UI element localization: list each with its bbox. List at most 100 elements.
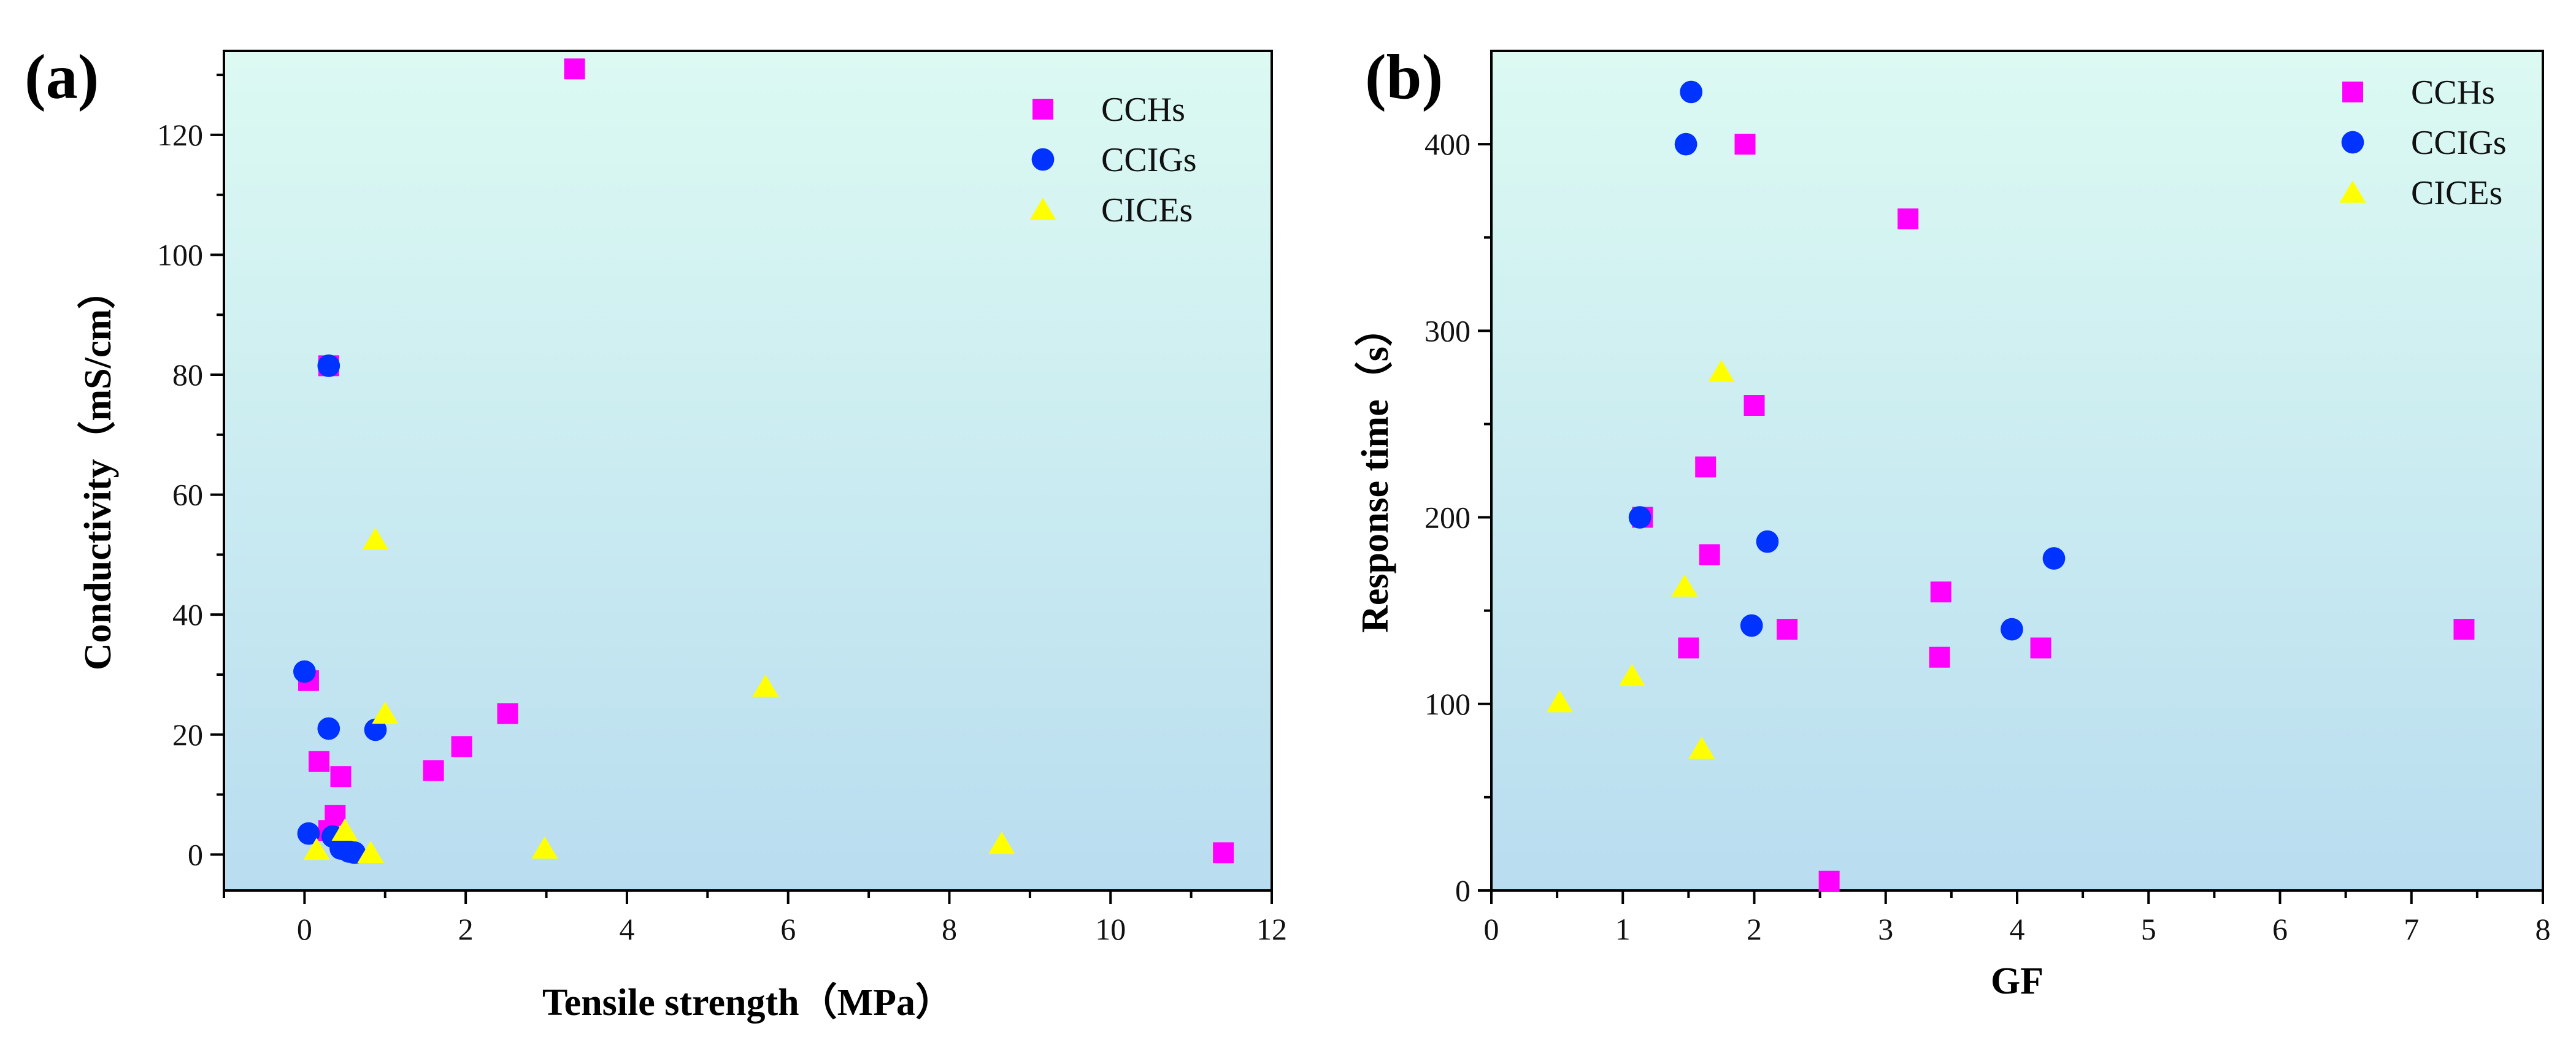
- legend-marker-cices: [1029, 197, 1056, 220]
- plot-area: [1491, 51, 2543, 890]
- x-tick-label: 8: [942, 912, 957, 946]
- data-point: [752, 674, 779, 697]
- data-point: [988, 832, 1015, 854]
- data-point: [1671, 574, 1698, 597]
- data-point: [1930, 581, 1951, 603]
- y-tick-label: 0: [188, 837, 203, 871]
- y-tick-label: 60: [172, 478, 203, 512]
- data-point: [1897, 208, 1919, 229]
- x-tick-label: 6: [780, 912, 796, 946]
- data-point: [317, 354, 340, 377]
- y-tick-label: 400: [1424, 127, 1471, 161]
- legend-marker-cices: [2339, 180, 2366, 203]
- data-point: [1740, 614, 1763, 637]
- y-tick-label: 80: [172, 358, 203, 392]
- data-point: [423, 760, 444, 781]
- data-point: [497, 703, 518, 724]
- data-point: [331, 818, 358, 841]
- legend-marker-cchs: [2342, 82, 2363, 102]
- series-ccigs: [293, 354, 387, 864]
- data-point: [1756, 530, 1779, 553]
- data-point: [1929, 646, 1950, 668]
- x-tick-label: 0: [297, 912, 312, 946]
- x-tick-label: 1: [1615, 912, 1631, 946]
- x-tick-label: 6: [2272, 912, 2288, 946]
- data-point: [303, 837, 330, 860]
- data-point: [1678, 637, 1699, 659]
- data-point: [309, 751, 330, 772]
- data-point: [1674, 132, 1697, 156]
- data-point: [1680, 80, 1703, 104]
- y-tick-label: 200: [1424, 500, 1471, 535]
- data-point: [297, 822, 320, 845]
- data-point: [451, 736, 472, 757]
- legend-label: CCIGs: [1101, 141, 1197, 179]
- y-tick-label: 300: [1424, 313, 1471, 348]
- x-tick-label: 10: [1095, 912, 1126, 946]
- data-point: [2453, 619, 2475, 640]
- data-point: [1688, 737, 1715, 759]
- x-axis-label: Tensile strength（MPa）: [542, 981, 953, 1024]
- legend-marker-ccigs: [2341, 131, 2364, 154]
- panel-a: 0 2 4 6 8 10 12020406080100120CCHsCCIGsCICEs(a…: [25, 42, 1287, 1024]
- data-point: [330, 766, 352, 787]
- data-point: [1818, 870, 1840, 892]
- series-cices: [303, 527, 1015, 863]
- data-point: [1628, 506, 1651, 529]
- y-tick-label: 100: [1424, 687, 1471, 721]
- y-axis-label: Conductivity（mS/cm）: [76, 271, 119, 670]
- legend-label: CCHs: [1101, 91, 1185, 129]
- plot-frame: [223, 50, 1273, 892]
- legend-marker-cchs: [1032, 99, 1053, 120]
- legend-label: CCIGs: [2411, 124, 2507, 162]
- data-point: [531, 837, 558, 859]
- data-point: [362, 527, 389, 550]
- x-tick-label: 4: [619, 912, 634, 946]
- data-point: [1699, 544, 1720, 565]
- data-point: [357, 840, 384, 863]
- x-tick-label: 8: [2536, 912, 2551, 946]
- series-cices: [1546, 359, 1735, 759]
- data-point: [2030, 637, 2051, 659]
- x-tick-label: 4: [2010, 912, 2025, 946]
- data-point: [1213, 842, 1234, 863]
- plot-area: [224, 51, 1272, 890]
- data-point: [343, 841, 366, 864]
- legend-label: CCHs: [2411, 74, 2495, 112]
- data-point: [564, 58, 585, 80]
- data-point: [1546, 690, 1573, 713]
- y-tick-label: 40: [172, 597, 203, 632]
- x-tick-label: 0: [1484, 912, 1499, 946]
- series-ccigs: [1628, 80, 2066, 641]
- data-point: [325, 805, 346, 826]
- data-point: [1618, 664, 1645, 686]
- data-point: [364, 718, 387, 741]
- data-point: [317, 717, 340, 740]
- x-tick-label: 5: [2141, 912, 2156, 946]
- data-point: [1744, 395, 1765, 416]
- x-tick-label: 2: [1747, 912, 1762, 946]
- plot-frame: [1490, 50, 2544, 892]
- x-tick-label: 3: [1878, 912, 1893, 946]
- data-point: [1695, 456, 1717, 478]
- legend-label: CICEs: [1101, 191, 1193, 229]
- data-point: [2042, 547, 2066, 570]
- legend-marker-ccigs: [1031, 148, 1055, 171]
- data-point: [372, 701, 399, 724]
- y-tick-label: 20: [172, 718, 203, 752]
- y-tick-label: 0: [1455, 873, 1471, 908]
- x-tick-label: 12: [1256, 912, 1287, 946]
- data-point: [1708, 359, 1735, 382]
- x-tick-label: 2: [458, 912, 474, 946]
- panel-label: (b): [1365, 42, 1443, 112]
- data-point: [293, 660, 316, 683]
- data-point: [1734, 134, 1756, 155]
- x-axis-label: GF: [1991, 960, 2043, 1002]
- x-tick-label: 7: [2404, 912, 2419, 946]
- panel-label: (a): [25, 42, 99, 112]
- y-axis-label: Response time（s）: [1353, 308, 1396, 633]
- data-point: [2001, 618, 2023, 641]
- data-point: [1777, 619, 1798, 640]
- panel-b: 0 1 2 3 4 5 6 7 8 0 100 200 300 400 CCHs CCIGs CICEs (b) G…: [1353, 42, 2551, 1002]
